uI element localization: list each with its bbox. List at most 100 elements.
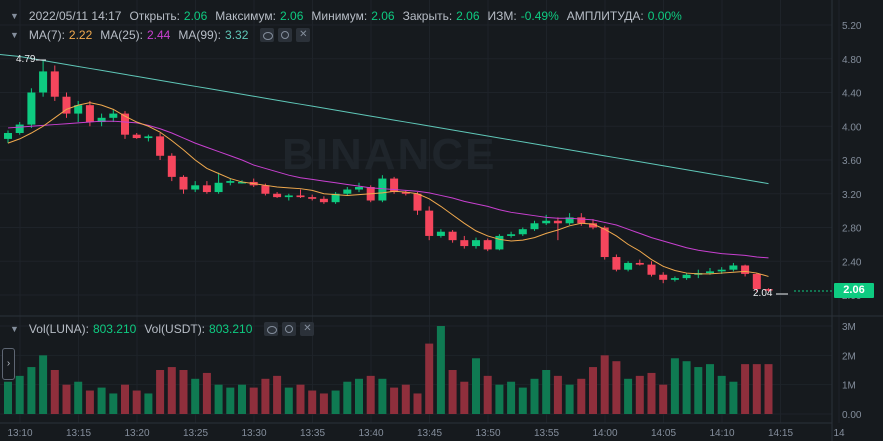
ma7-line [7,102,769,277]
volume-bar [191,378,200,414]
volume-bar [50,370,59,414]
candle-body [273,193,282,198]
volume-tick-label: 2M [842,351,856,362]
ma25-label: MA(25): [100,28,143,42]
volume-tick-label: 3M [842,322,856,333]
grid-lines [0,0,840,423]
volume-bar [635,375,644,414]
volume-bar [448,370,457,414]
candle-body [565,217,574,224]
candle-body [308,197,317,199]
volume-bar [27,367,36,414]
time-axis: 13:10 13:15 13:20 13:25 13:30 13:35 13:40 13:45… [7,428,845,439]
volume-tick-label: 1M [842,381,856,392]
volume-bar [577,378,586,414]
low-marker: 2.04 [753,288,773,299]
candle-body [483,240,492,250]
candle-body [167,155,176,177]
price-tick-label: 3.60 [842,156,862,167]
candle-body [144,136,153,139]
volume-bar [4,381,12,414]
candle-body [191,185,200,190]
candle-body [448,231,457,241]
high-marker: 4.79 [16,54,36,65]
change-value: -0.49% [520,9,559,23]
chevron-right-icon[interactable]: › [2,348,15,380]
eye-icon[interactable] [260,28,275,42]
amplitude-value: 0.00% [647,9,682,23]
chevron-down-icon[interactable]: ▼ [10,11,19,21]
time-tick-label: 13:45 [417,428,442,439]
candle-body [4,133,12,139]
volume-bar [15,375,24,414]
candle-body [284,195,293,198]
candle-body [577,217,586,224]
volume-bar [670,358,679,414]
gear-icon[interactable] [278,28,293,42]
ma7-value: 2.22 [68,28,93,42]
chevron-down-icon[interactable]: ▼ [10,30,19,40]
volume-bar [460,381,469,414]
eye-icon[interactable] [264,322,279,336]
candle-body [378,178,387,201]
close-icon[interactable]: ✕ [296,28,311,42]
volume-bar [589,367,597,414]
time-tick-label: 13:25 [183,428,208,439]
candle-body [741,265,750,274]
candle-body [214,182,223,193]
price-tick-label: 4.00 [842,122,862,133]
ma99-line [0,54,769,185]
candle-body [97,117,106,123]
candle-body [425,210,434,236]
price-tick-label: 3.20 [842,190,862,201]
volume-bar [425,343,434,414]
volume-bar [167,367,176,414]
candle-body [331,193,340,203]
candle-body [238,181,246,184]
candle-body [296,195,305,198]
volume-bar [565,384,574,414]
volume-bar [518,387,527,414]
candle-body [542,220,551,224]
candle-body [717,269,726,272]
price-tick-label: 2.40 [842,257,862,268]
candle-body [495,235,504,250]
candle-body [507,234,516,236]
volume-bar [752,364,761,414]
candle-body [682,274,691,279]
open-value: 2.06 [183,9,208,23]
time-tick-label: 13:55 [534,428,559,439]
candle-body [319,198,328,203]
volume-bar [694,367,703,414]
candle-body [156,136,165,156]
change-label: ИЗМ: [487,9,517,23]
ma25-value: 2.44 [146,28,171,42]
time-tick-label: 14:15 [768,428,793,439]
chevron-down-icon[interactable]: ▼ [10,324,19,334]
moving-averages [0,54,769,277]
candle-body [752,273,761,290]
volume-axis: 3M 2M 1M 0.00 [842,322,862,421]
volume-bar [366,375,375,414]
volume-bar [472,358,480,414]
volume-bar [507,381,516,414]
volume-bar [144,393,153,414]
volume-bar [179,370,188,414]
candle-body [132,134,141,139]
price-tick-label: 4.40 [842,89,862,100]
volume-bar [319,393,328,414]
close-label: Закрыть: [402,9,453,23]
gear-icon[interactable] [282,322,297,336]
volume-bar [600,355,609,414]
candle-body [472,240,480,247]
candle-body [121,113,129,135]
volume-bar [214,384,223,414]
volume-bar [97,387,106,414]
candle-body [460,240,469,247]
volume-bar [156,370,165,414]
candle-body [15,124,24,133]
volume-bar [378,378,387,414]
volume-bar [284,387,293,414]
close-icon[interactable]: ✕ [300,322,315,336]
